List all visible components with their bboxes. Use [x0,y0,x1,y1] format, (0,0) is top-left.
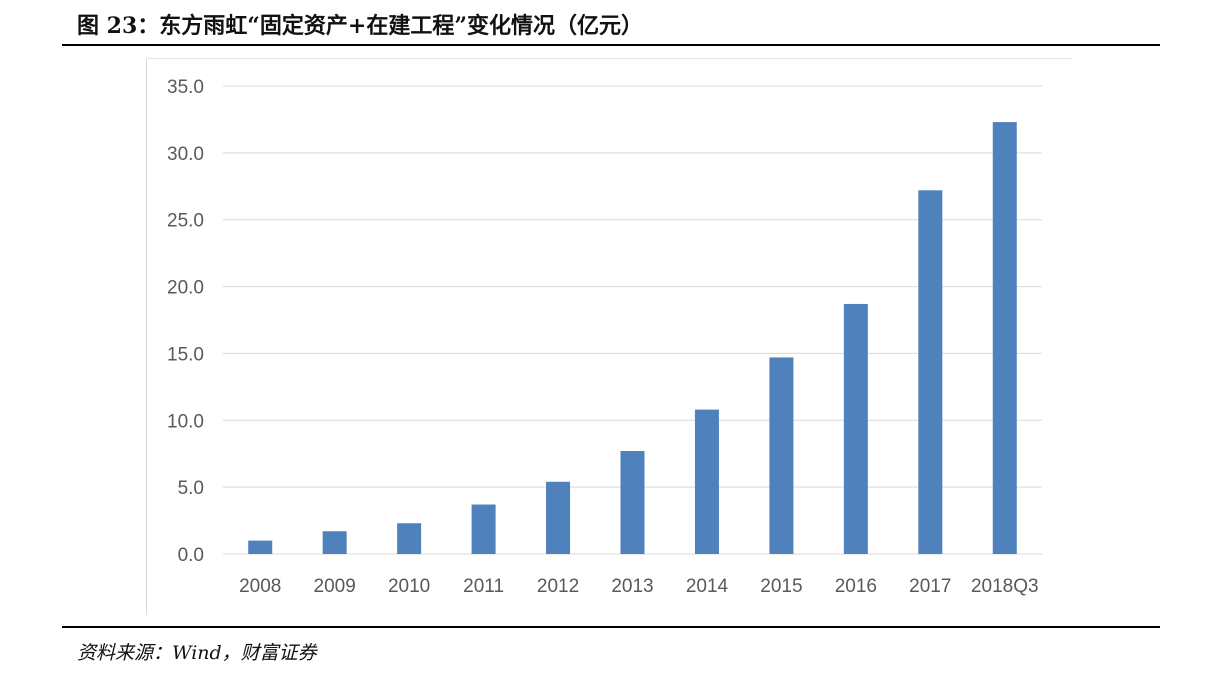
source-rule [62,626,1160,628]
x-tick-label: 2009 [314,576,356,597]
bar-2012 [546,481,571,554]
y-tick-label: 5.0 [178,478,204,499]
y-tick-label: 30.0 [167,144,204,165]
bar-2008 [248,540,273,554]
title-rule [62,44,1160,46]
source-note: 资料来源：Wind，财富证券 [77,642,317,664]
bar-2017 [918,190,943,554]
bar-2013 [620,451,645,554]
x-tick-label: 2012 [537,576,579,597]
plot-area-frame [146,58,1073,615]
bar-2009 [322,531,347,554]
bar-2014 [694,409,719,554]
bar-2011 [471,504,496,554]
bar-2018Q3 [992,122,1017,555]
y-tick-label: 10.0 [167,411,204,432]
x-tick-label: 2013 [611,576,653,597]
y-tick-label: 0.0 [178,545,204,566]
bar-2010 [397,523,422,554]
y-tick-label: 20.0 [167,278,204,299]
y-tick-label: 15.0 [167,344,204,365]
x-tick-label: 2008 [239,576,281,597]
x-tick-label: 2015 [760,576,802,597]
figure-title: 图 23：东方雨虹“固定资产+在建工程”变化情况（亿元） [77,13,644,39]
y-tick-label: 25.0 [167,211,204,232]
x-tick-label: 2014 [686,576,729,597]
bar-2015 [769,357,794,554]
x-tick-label: 2018Q3 [971,576,1039,597]
x-tick-label: 2010 [388,576,430,597]
bar-2016 [843,303,868,554]
x-tick-label: 2017 [909,576,951,597]
x-tick-label: 2011 [463,576,504,597]
x-tick-label: 2016 [835,576,877,597]
y-tick-label: 35.0 [167,77,204,98]
